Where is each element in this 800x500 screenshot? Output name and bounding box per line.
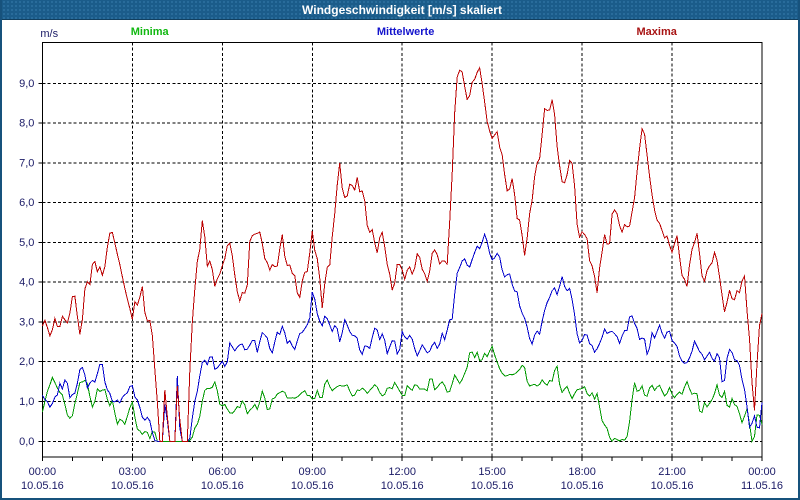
svg-text:11.05.16: 11.05.16	[741, 480, 783, 492]
svg-text:3,0: 3,0	[19, 316, 34, 328]
svg-text:09:00: 09:00	[298, 466, 326, 478]
svg-text:8,0: 8,0	[19, 118, 34, 130]
svg-text:00:00: 00:00	[29, 466, 57, 478]
svg-text:12:00: 12:00	[388, 466, 416, 478]
svg-text:10.05.16: 10.05.16	[291, 480, 334, 492]
svg-text:6,0: 6,0	[19, 197, 34, 209]
svg-text:10.05.16: 10.05.16	[111, 480, 154, 492]
svg-text:0,0: 0,0	[19, 436, 34, 448]
svg-text:10.05.16: 10.05.16	[561, 480, 604, 492]
svg-text:5,0: 5,0	[19, 237, 34, 249]
svg-text:10.05.16: 10.05.16	[381, 480, 424, 492]
svg-text:10.05.16: 10.05.16	[21, 480, 64, 492]
svg-text:2,0: 2,0	[19, 356, 34, 368]
svg-text:10.05.16: 10.05.16	[201, 480, 244, 492]
svg-text:21:00: 21:00	[658, 466, 686, 478]
svg-text:03:00: 03:00	[119, 466, 147, 478]
svg-text:9,0: 9,0	[19, 78, 34, 90]
svg-text:18:00: 18:00	[568, 466, 596, 478]
svg-text:m/s: m/s	[40, 28, 58, 40]
svg-text:10.05.16: 10.05.16	[471, 480, 514, 492]
svg-text:4,0: 4,0	[19, 277, 34, 289]
svg-text:00:00: 00:00	[748, 466, 776, 478]
svg-text:1,0: 1,0	[19, 396, 34, 408]
svg-text:15:00: 15:00	[478, 466, 506, 478]
svg-text:10.05.16: 10.05.16	[651, 480, 694, 492]
svg-text:06:00: 06:00	[209, 466, 237, 478]
svg-text:7,0: 7,0	[19, 157, 34, 169]
